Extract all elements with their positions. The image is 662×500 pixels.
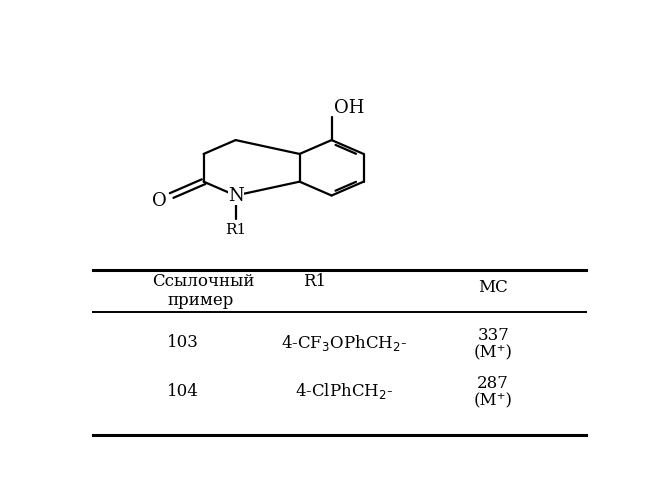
Text: пример: пример bbox=[167, 292, 234, 309]
Text: N: N bbox=[228, 186, 244, 204]
Text: R1: R1 bbox=[303, 273, 326, 290]
Text: 287: 287 bbox=[477, 375, 509, 392]
Text: 103: 103 bbox=[167, 334, 199, 351]
Text: R1: R1 bbox=[225, 223, 246, 237]
Text: 4-CF$_3$OPhCH$_2$-: 4-CF$_3$OPhCH$_2$- bbox=[281, 333, 408, 353]
Text: (M⁺): (M⁺) bbox=[474, 344, 512, 361]
Text: 4-ClPhCH$_2$-: 4-ClPhCH$_2$- bbox=[295, 381, 393, 401]
Text: МС: МС bbox=[479, 278, 508, 295]
Text: OH: OH bbox=[334, 99, 365, 117]
Text: (M⁺): (M⁺) bbox=[474, 392, 512, 409]
Text: O: O bbox=[152, 192, 167, 210]
Text: Ссылочный: Ссылочный bbox=[152, 273, 254, 290]
Text: 104: 104 bbox=[167, 382, 199, 400]
Text: 337: 337 bbox=[477, 327, 509, 344]
